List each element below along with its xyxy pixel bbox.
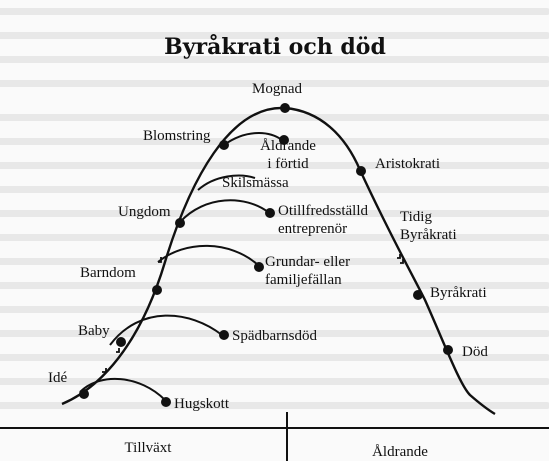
label-blomstring: Blomstring — [143, 128, 211, 144]
dot-grundare — [254, 262, 264, 272]
lifecycle-curve — [61, 106, 496, 416]
label-barndom: Barndom — [80, 265, 136, 281]
label-spadbarnsdod: Spädbarnsdöd — [232, 328, 317, 344]
branch-aldrande — [223, 132, 283, 146]
curve-step-marks — [102, 254, 404, 373]
label-ide: Idé — [48, 370, 67, 386]
label-hugskott: Hugskott — [174, 396, 230, 412]
dot-barndom — [152, 285, 162, 295]
dot-ide — [79, 389, 89, 399]
dot-mognad — [280, 103, 290, 113]
dot-otillfredsstalld — [265, 208, 275, 218]
label-aristokrati: Aristokrati — [375, 156, 440, 172]
dot-blomstring — [219, 140, 229, 150]
label-dod: Död — [462, 344, 488, 360]
dot-aldrande-i-fortid — [279, 135, 289, 145]
dot-byrakrati — [413, 290, 423, 300]
branch-hugskott — [79, 377, 166, 401]
label-aldrande: Åldrande — [260, 138, 316, 154]
dot-baby — [116, 337, 126, 347]
dot-aristokrati — [356, 166, 366, 176]
label-grundare: Grundar- eller — [265, 254, 350, 270]
label-mognad: Mognad — [252, 81, 302, 97]
axis-label-aging: Åldrande — [372, 444, 428, 460]
label-i-fortid: i förtid — [267, 156, 309, 172]
branch-otillfredsstalld — [179, 199, 269, 223]
branch-spadbarnsdod — [109, 314, 223, 346]
label-byrakrati: Byråkrati — [430, 285, 487, 301]
dot-dod — [443, 345, 453, 355]
label-otillfredsstalld: Otillfredsställd — [278, 203, 368, 219]
dot-spadbarnsdod — [219, 330, 229, 340]
label-ungdom: Ungdom — [118, 204, 171, 220]
axis-label-growth: Tillväxt — [125, 440, 173, 456]
branch-grundare — [157, 244, 259, 266]
label-tidig: Tidig — [400, 209, 432, 225]
dot-hugskott — [161, 397, 171, 407]
label-entreprenor: entreprenör — [278, 221, 347, 237]
diagram-title: Byråkrati och död — [164, 34, 386, 60]
label-baby: Baby — [78, 323, 110, 339]
label-familjefallan: familjefällan — [265, 272, 342, 288]
label-skilsmassa: Skilsmässa — [222, 175, 289, 191]
label-tidig-byrakrati: Byråkrati — [400, 227, 457, 243]
dot-ungdom — [175, 218, 185, 228]
branch-skilsmassa — [197, 174, 256, 191]
